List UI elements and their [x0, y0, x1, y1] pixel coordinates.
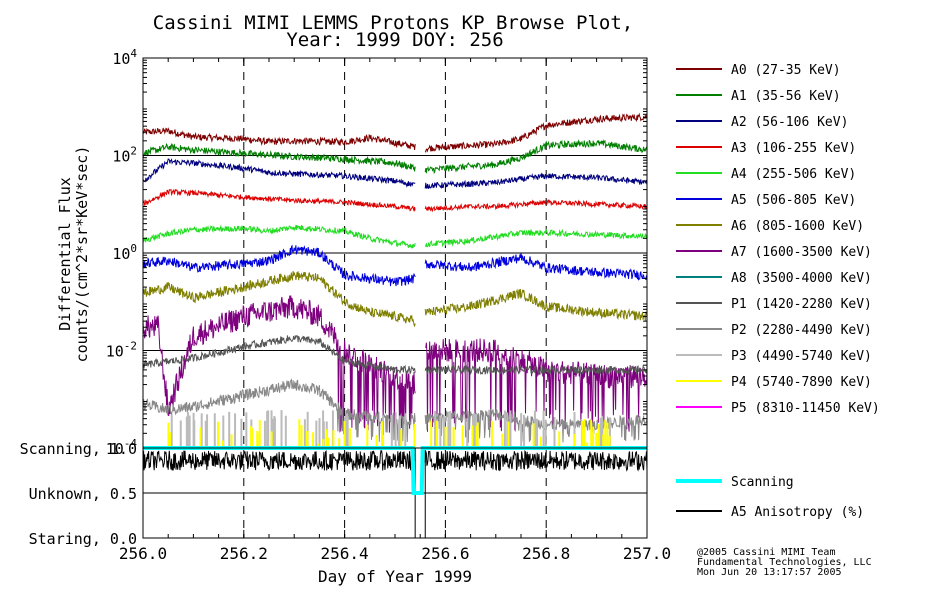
- series-line: [424, 172, 648, 190]
- legend-label: P4 (5740-7890 KeV): [731, 375, 872, 390]
- x-tick-label: 256.4: [321, 544, 369, 563]
- credit-line-1: @2005 Cassini MIMI Team: [697, 547, 835, 558]
- series-line: [142, 271, 416, 328]
- legend-label: A6 (805-1600 KeV): [731, 219, 864, 234]
- legend-label: A7 (1600-3500 KeV): [731, 245, 872, 260]
- legend-label: A1 (35-56 KeV): [731, 89, 841, 104]
- legend-label: A5 (506-805 KeV): [731, 193, 856, 208]
- legend-label: P5 (8310-11450 KeV): [731, 401, 880, 416]
- y-axis-label-line1: Differential Flux: [56, 177, 74, 331]
- y-tick-label: 10-2: [106, 340, 137, 361]
- legend-label: A5 Anisotropy (%): [731, 505, 864, 520]
- x-tick-label: 256.0: [119, 544, 167, 563]
- data-series: [142, 112, 648, 448]
- series-line: [142, 158, 416, 188]
- x-tick-label: 256.8: [522, 544, 570, 563]
- chart-title-line2: Year: 1999 DOY: 256: [286, 29, 503, 51]
- legend-label: P2 (2280-4490 KeV): [731, 323, 872, 338]
- series-line: [424, 253, 648, 281]
- y-tick-label: 100: [112, 242, 137, 263]
- series-line: [142, 224, 416, 249]
- legend-label: P1 (1420-2280 KeV): [731, 297, 872, 312]
- series-line: [424, 228, 648, 248]
- y-axis-label-line2: counts/(cm^2*sr*KeV*sec): [73, 146, 91, 363]
- series-line: [424, 364, 648, 376]
- x-tick-label: 256.6: [421, 544, 469, 563]
- legend-label: P3 (4490-5740 KeV): [731, 349, 872, 364]
- grid-lines: [143, 58, 647, 538]
- series-line: [424, 112, 648, 154]
- mode-axis-label: Scanning, 1.0: [20, 440, 137, 458]
- legend-label: A8 (3500-4000 KeV): [731, 271, 872, 286]
- legend-label: A4 (255-506 KeV): [731, 167, 856, 182]
- series-line: [424, 138, 648, 174]
- y-tick-label: 10-4: [106, 437, 138, 458]
- legend-label: Scanning: [731, 475, 794, 490]
- series-line: [142, 334, 416, 375]
- series-line: [424, 199, 648, 213]
- legend-label: A0 (27-35 KeV): [731, 63, 841, 78]
- legend-label: A3 (106-255 KeV): [731, 141, 856, 156]
- x-tick-label: 256.2: [220, 544, 268, 563]
- credit-line-2: Fundamental Technologies, LLC: [697, 557, 872, 568]
- credit-line-3: Mon Jun 20 13:17:57 2005: [697, 567, 842, 578]
- x-axis-label: Day of Year 1999: [318, 567, 472, 586]
- series-line: [142, 188, 416, 213]
- chart-title-line1: Cassini MIMI LEMMS Protons KP Browse Plo…: [153, 12, 633, 34]
- anisotropy-line: [142, 449, 648, 472]
- legend-label: A2 (56-106 KeV): [731, 115, 848, 130]
- series-line: [142, 295, 416, 433]
- series-line: [142, 378, 416, 443]
- series-line: [142, 244, 416, 287]
- mode-axis-label: Staring, 0.0: [29, 530, 137, 548]
- y-tick-label: 104: [112, 47, 137, 68]
- mode-panel: [142, 446, 648, 495]
- series-line: [142, 127, 416, 150]
- series-line: [424, 288, 648, 321]
- x-tick-label: 257.0: [623, 544, 671, 563]
- series-line: [142, 142, 416, 172]
- y-tick-label: 102: [112, 145, 137, 166]
- legend: A0 (27-35 KeV) A1 (35-56 KeV) A2 (56-106 K…: [676, 63, 880, 520]
- mode-axis-label: Unknown, 0.5: [29, 485, 137, 503]
